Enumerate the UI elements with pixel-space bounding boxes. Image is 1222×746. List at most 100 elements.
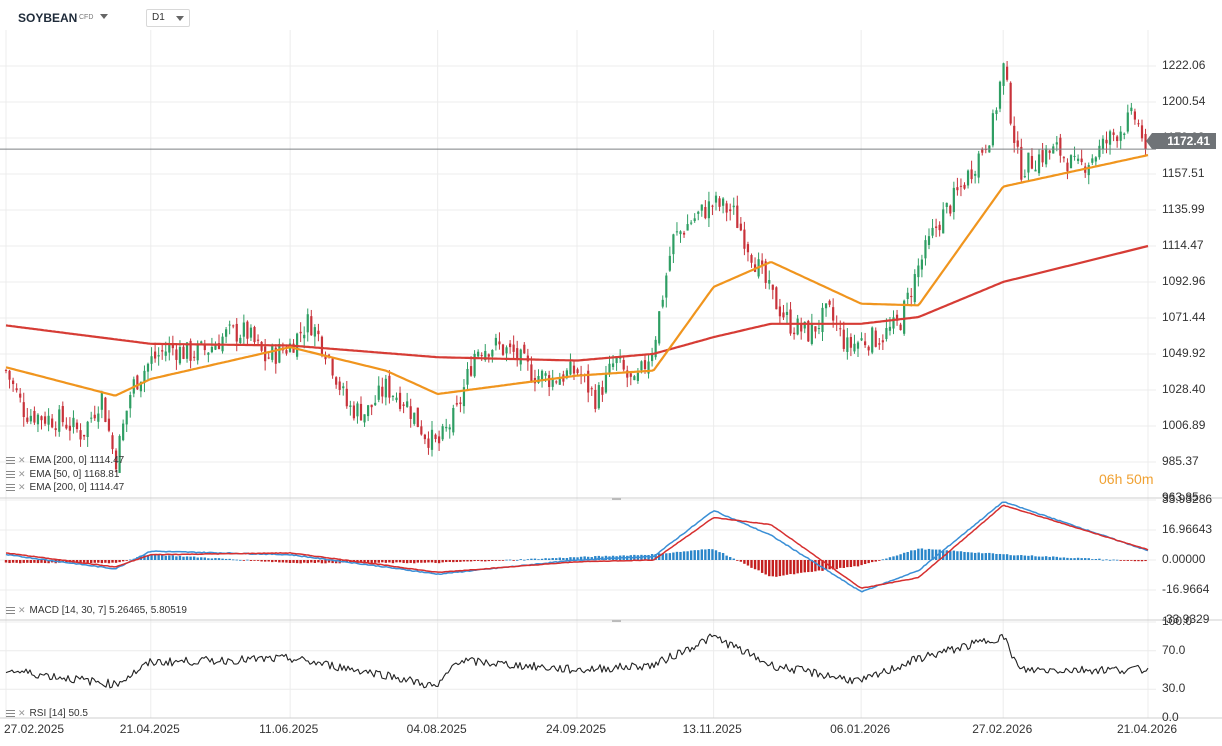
- histogram-bar: [473, 560, 476, 562]
- histogram-bar: [4, 560, 8, 563]
- candle-body: [888, 326, 892, 331]
- histogram-bar: [991, 553, 995, 560]
- candle-body: [1073, 155, 1076, 157]
- chevron-down-icon[interactable]: [100, 14, 108, 19]
- candle-body: [629, 373, 632, 377]
- close-icon[interactable]: ✕: [18, 482, 26, 492]
- histogram-bar: [725, 555, 728, 560]
- candle-body: [682, 232, 686, 235]
- histogram-bar: [576, 557, 579, 560]
- settings-icon[interactable]: [6, 457, 15, 464]
- timeframe-select[interactable]: D1: [146, 9, 190, 27]
- histogram-bar: [224, 558, 228, 560]
- histogram-bar: [476, 560, 480, 561]
- histogram-bar: [317, 560, 320, 563]
- candle-body: [22, 402, 25, 418]
- close-icon[interactable]: ✕: [18, 455, 26, 465]
- histogram-bar: [15, 560, 18, 563]
- candle-body: [249, 327, 253, 338]
- candle-body: [104, 397, 107, 422]
- candle-body: [597, 385, 600, 409]
- close-icon[interactable]: ✕: [18, 708, 26, 718]
- histogram-bar: [689, 550, 693, 560]
- candle-body: [686, 224, 689, 231]
- candle-body: [189, 340, 192, 361]
- candle-body: [998, 81, 1002, 109]
- candle-body: [1052, 146, 1055, 154]
- histogram-bar: [249, 560, 253, 561]
- candle-body: [79, 430, 82, 440]
- histogram-bar: [970, 552, 973, 560]
- candle-body: [800, 323, 803, 332]
- histogram-bar: [718, 552, 721, 560]
- candle-body: [86, 421, 89, 438]
- candle-body: [260, 341, 263, 351]
- histogram-bar: [292, 560, 295, 563]
- histogram-bar: [711, 549, 714, 560]
- settings-icon[interactable]: [6, 710, 15, 717]
- pane-resize-handle[interactable]: [612, 620, 621, 622]
- histogram-bar: [714, 550, 718, 560]
- candle-body: [299, 331, 302, 334]
- histogram-bar: [487, 560, 490, 562]
- candle-body: [1112, 132, 1115, 135]
- candle-body: [810, 323, 813, 344]
- histogram-bar: [945, 550, 948, 560]
- histogram-bar: [1133, 560, 1137, 562]
- candle-body: [626, 370, 629, 378]
- candle-body: [551, 377, 554, 387]
- histogram-bar: [331, 560, 334, 564]
- close-icon[interactable]: ✕: [18, 469, 26, 479]
- indicator-label: EMA [200, 0] 1114.47: [29, 455, 125, 466]
- histogram-bar: [757, 560, 760, 571]
- histogram-bar: [1108, 559, 1112, 561]
- candle-body: [690, 222, 693, 224]
- histogram-bar: [920, 548, 924, 560]
- candle-body: [707, 201, 710, 219]
- histogram-bar: [1030, 555, 1034, 560]
- candle-body: [771, 284, 774, 290]
- candle-body: [239, 337, 242, 344]
- histogram-bar: [214, 558, 217, 560]
- candle-body: [40, 416, 43, 421]
- candle-body: [278, 344, 281, 363]
- pane-resize-handle[interactable]: [612, 498, 621, 500]
- histogram-bar: [721, 553, 725, 560]
- candle-body: [430, 429, 434, 450]
- candle-body: [1126, 112, 1129, 132]
- candle-body: [906, 292, 909, 300]
- settings-icon[interactable]: [6, 607, 15, 614]
- candle-body: [853, 343, 856, 352]
- candle-body: [136, 375, 139, 390]
- candle-body: [196, 343, 199, 361]
- candle-body: [679, 231, 682, 235]
- settings-icon[interactable]: [6, 471, 15, 478]
- candle-body: [1123, 133, 1126, 135]
- candle-body: [352, 405, 355, 419]
- histogram-bar: [888, 557, 892, 560]
- histogram-bar: [100, 560, 104, 564]
- histogram-bar: [707, 549, 711, 560]
- close-icon[interactable]: ✕: [18, 605, 26, 615]
- symbol-name[interactable]: SOYBEAN: [18, 11, 78, 25]
- histogram-bar: [768, 560, 771, 577]
- candle-body: [537, 375, 540, 383]
- candle-body: [370, 404, 373, 408]
- histogram-bar: [910, 550, 913, 560]
- histogram-bar: [1119, 560, 1122, 561]
- candle-body: [785, 311, 789, 315]
- histogram-bar: [129, 559, 132, 561]
- histogram-bar: [469, 560, 473, 562]
- histogram-bar: [90, 560, 93, 563]
- histogram-bar: [36, 560, 40, 564]
- candle-body: [839, 328, 842, 330]
- candle-body: [406, 401, 409, 407]
- candle-body: [391, 395, 395, 397]
- candle-body: [143, 370, 146, 383]
- histogram-bar: [79, 560, 82, 563]
- candle-body: [927, 236, 931, 245]
- settings-icon[interactable]: [6, 484, 15, 491]
- histogram-bar: [878, 560, 881, 561]
- histogram-bar: [391, 560, 395, 564]
